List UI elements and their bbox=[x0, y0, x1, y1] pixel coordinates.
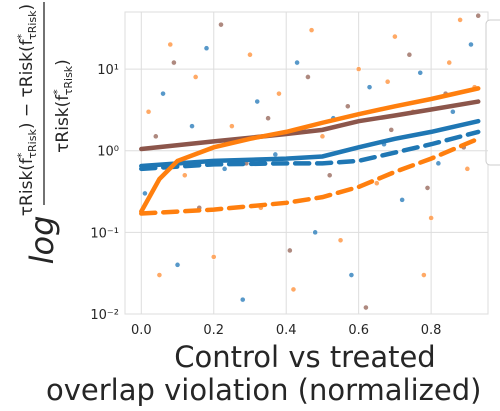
label-part: * bbox=[15, 152, 28, 158]
scatter-point bbox=[420, 272, 427, 278]
scatter-point bbox=[366, 84, 373, 91]
trend-line bbox=[139, 136, 481, 216]
label-part: τRisk bbox=[62, 65, 75, 95]
scatter-point bbox=[435, 160, 442, 167]
label-part: ) bbox=[17, 4, 37, 11]
scatter-point bbox=[160, 90, 166, 97]
trend-line bbox=[139, 129, 481, 172]
scatter-point bbox=[145, 108, 152, 115]
label-part: τRisk bbox=[26, 129, 39, 159]
scatter-point bbox=[319, 133, 326, 140]
scatter-point bbox=[181, 172, 188, 179]
scatter-point bbox=[189, 123, 195, 130]
scatter-point bbox=[457, 17, 464, 23]
scatter-point bbox=[428, 215, 435, 221]
scatter-point bbox=[247, 51, 253, 58]
scatter-point bbox=[363, 304, 369, 311]
x-tick-label: 0.8 bbox=[421, 323, 442, 338]
scatter-point bbox=[221, 165, 228, 172]
scatter-point bbox=[192, 74, 199, 80]
scatter-point bbox=[464, 165, 471, 172]
label-part: τRisk(f bbox=[53, 94, 73, 153]
scatter-point bbox=[399, 196, 406, 203]
scatter-point bbox=[171, 59, 177, 66]
label-part: ) − τRisk(f bbox=[17, 38, 37, 129]
scatter-point bbox=[228, 123, 235, 130]
scatter-point bbox=[417, 69, 424, 76]
scatter-point bbox=[446, 59, 453, 66]
y-tick-label: 10¹ bbox=[97, 63, 119, 78]
label-part: τRisk(f bbox=[17, 157, 37, 216]
grid bbox=[125, 12, 488, 315]
y-axis-label: log bbox=[23, 216, 61, 265]
scatter-point bbox=[449, 108, 456, 115]
scatter-point bbox=[373, 180, 380, 187]
scatter-point bbox=[294, 59, 300, 66]
scatter-point bbox=[468, 41, 474, 48]
scatter-point bbox=[384, 78, 391, 85]
trend-line bbox=[139, 99, 481, 152]
scatter-point bbox=[475, 12, 482, 19]
scatter-point bbox=[272, 151, 279, 158]
scatter-point bbox=[265, 115, 271, 122]
scatter-points bbox=[142, 12, 482, 311]
y-tick-label: 10⁻¹ bbox=[90, 226, 119, 241]
scatter-point bbox=[312, 229, 319, 236]
scatter-point bbox=[142, 190, 148, 197]
trend-line bbox=[139, 118, 481, 169]
scatter-point bbox=[337, 237, 344, 244]
scatter-point bbox=[254, 98, 261, 105]
scatter-point bbox=[203, 45, 210, 52]
scatter-point bbox=[305, 74, 311, 80]
x-tick-label: 0.0 bbox=[131, 323, 152, 338]
trend-line bbox=[139, 86, 481, 214]
scatter-point bbox=[276, 90, 282, 97]
scatter-point bbox=[152, 133, 159, 140]
scatter-point bbox=[348, 272, 355, 278]
x-tick-label: 0.2 bbox=[203, 323, 224, 338]
scatter-point bbox=[174, 261, 181, 268]
scatter-point bbox=[156, 272, 163, 278]
y-tick-label: 10⁻² bbox=[90, 308, 119, 323]
scatter-point bbox=[167, 41, 174, 48]
scatter-point bbox=[355, 66, 362, 72]
label-part: τRisk bbox=[26, 10, 39, 40]
scatter-point bbox=[218, 21, 224, 28]
label-part: * bbox=[15, 33, 28, 39]
y-tick-label: 10⁰ bbox=[97, 145, 119, 160]
label-part: * bbox=[51, 89, 64, 95]
x-tick-label: 0.4 bbox=[276, 323, 297, 338]
y-axis-label-denominator: τRisk(f*τRisk) bbox=[51, 59, 75, 153]
scatter-point bbox=[326, 172, 333, 179]
y-axis-label-numerator: τRisk(f*τRisk) − τRisk(f*τRisk) bbox=[15, 4, 39, 216]
scatter-point bbox=[290, 286, 297, 293]
scatter-point bbox=[388, 126, 395, 133]
scatter-point bbox=[210, 254, 217, 260]
scatter-point bbox=[424, 185, 431, 191]
scatter-point bbox=[308, 27, 315, 34]
scatter-point bbox=[239, 296, 246, 303]
scatter-point bbox=[406, 51, 413, 58]
x-axis-label: Control vs treated bbox=[174, 340, 435, 374]
label-part: ) bbox=[53, 59, 73, 66]
legend-box bbox=[485, 19, 500, 166]
scatter-point bbox=[286, 247, 293, 254]
scatter-point bbox=[391, 33, 398, 40]
x-axis-label: overlap violation (normalized) bbox=[46, 373, 481, 407]
scatter-point bbox=[344, 103, 351, 110]
x-tick-label: 0.6 bbox=[348, 323, 369, 338]
